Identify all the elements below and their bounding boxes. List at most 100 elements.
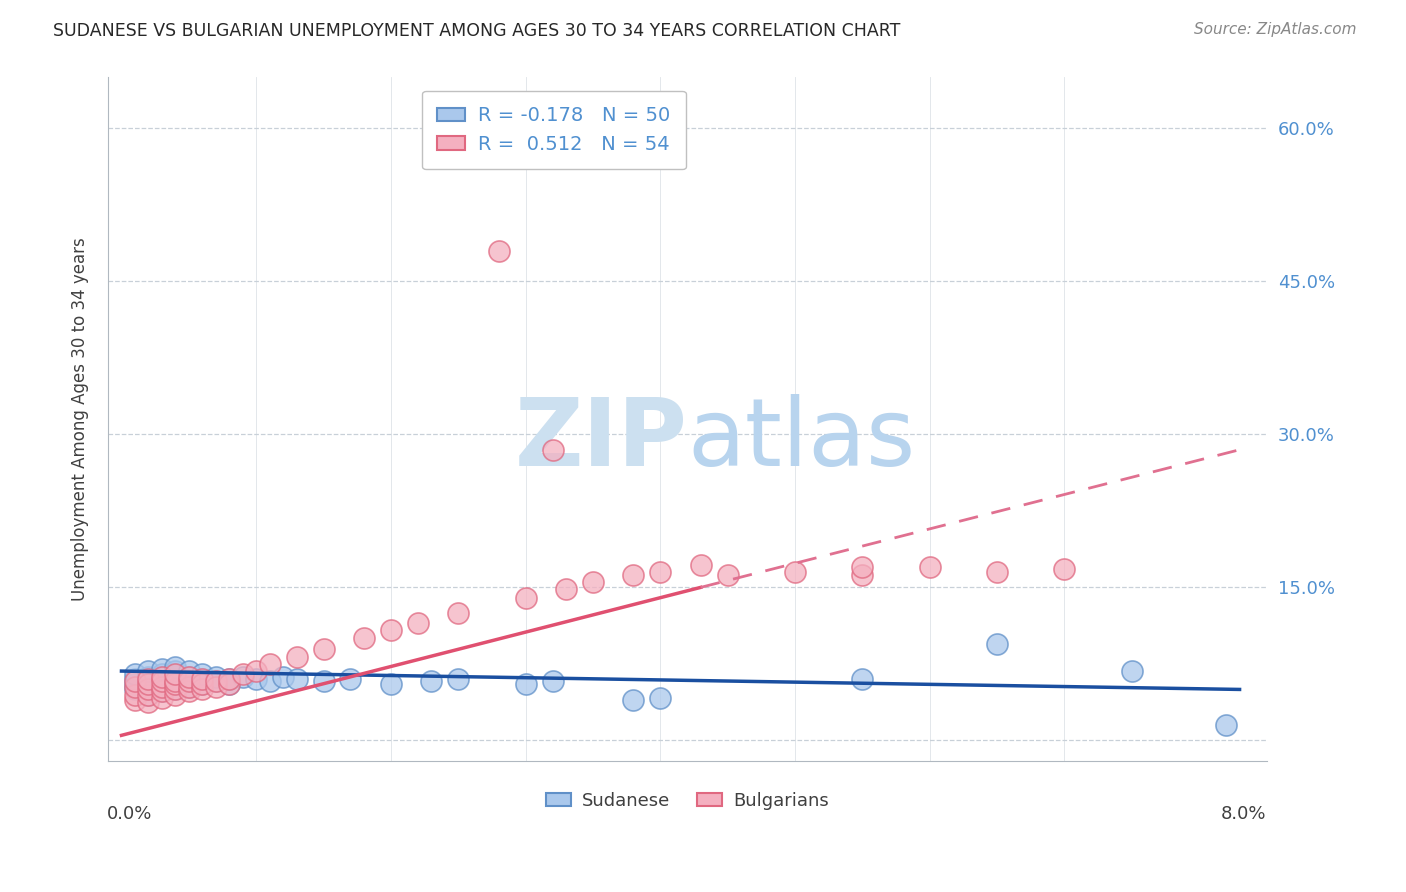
Text: 0.0%: 0.0% [107,805,152,823]
Point [447,672,470,686]
Point [177,674,200,689]
Point [1053,562,1076,576]
Point [1215,718,1237,732]
Point [191,677,214,691]
Point [150,674,173,689]
Point [986,565,1008,579]
Point [851,560,873,574]
Point [165,682,187,697]
Point [191,682,214,697]
Point [177,670,200,684]
Point [259,657,281,671]
Point [177,664,200,678]
Point [138,677,160,691]
Point [245,672,267,686]
Point [339,672,361,686]
Point [191,677,214,691]
Point [218,672,240,686]
Point [218,672,240,686]
Point [245,664,267,678]
Point [150,667,173,681]
Point [353,632,375,646]
Point [488,244,510,258]
Point [165,688,187,702]
Point [124,672,146,686]
Point [218,677,240,691]
Point [138,672,160,686]
Point [177,674,200,689]
Point [621,568,644,582]
Text: 8.0%: 8.0% [1220,805,1267,823]
Point [689,558,711,572]
Point [138,682,160,697]
Point [191,667,214,681]
Point [177,681,200,695]
Point [177,681,200,695]
Point [138,695,160,709]
Point [406,616,429,631]
Point [150,674,173,689]
Point [138,677,160,691]
Point [380,624,402,638]
Point [150,681,173,695]
Point [165,677,187,691]
Point [138,688,160,702]
Point [851,568,873,582]
Point [150,662,173,676]
Point [124,688,146,702]
Point [515,591,537,605]
Point [232,670,254,684]
Point [165,682,187,697]
Point [285,672,308,686]
Point [259,674,281,689]
Point [204,674,226,689]
Point [150,681,173,695]
Point [515,677,537,691]
Point [555,582,578,597]
Point [150,690,173,705]
Point [150,670,173,684]
Point [312,674,335,689]
Point [124,677,146,691]
Point [150,670,173,684]
Point [541,442,564,457]
Point [447,606,470,620]
Point [271,670,294,684]
Text: Source: ZipAtlas.com: Source: ZipAtlas.com [1194,22,1357,37]
Legend: Sudanese, Bulgarians: Sudanese, Bulgarians [538,784,837,817]
Point [582,575,605,590]
Point [165,660,187,674]
Point [650,690,672,705]
Point [165,674,187,689]
Point [165,677,187,691]
Point [165,669,187,683]
Text: SUDANESE VS BULGARIAN UNEMPLOYMENT AMONG AGES 30 TO 34 YEARS CORRELATION CHART: SUDANESE VS BULGARIAN UNEMPLOYMENT AMONG… [53,22,901,40]
Y-axis label: Unemployment Among Ages 30 to 34 years: Unemployment Among Ages 30 to 34 years [72,237,89,601]
Point [312,641,335,656]
Point [191,672,214,686]
Point [204,674,226,689]
Point [783,565,806,579]
Point [420,674,443,689]
Point [150,684,173,698]
Point [232,667,254,681]
Point [851,672,873,686]
Point [138,688,160,702]
Point [621,692,644,706]
Point [124,681,146,695]
Point [165,664,187,678]
Point [285,649,308,664]
Point [380,677,402,691]
Point [177,684,200,698]
Text: atlas: atlas [688,393,915,485]
Point [165,667,187,681]
Point [541,674,564,689]
Point [177,670,200,684]
Point [124,674,146,689]
Point [717,568,740,582]
Point [150,684,173,698]
Point [138,664,160,678]
Point [204,670,226,684]
Point [1121,664,1143,678]
Point [218,677,240,691]
